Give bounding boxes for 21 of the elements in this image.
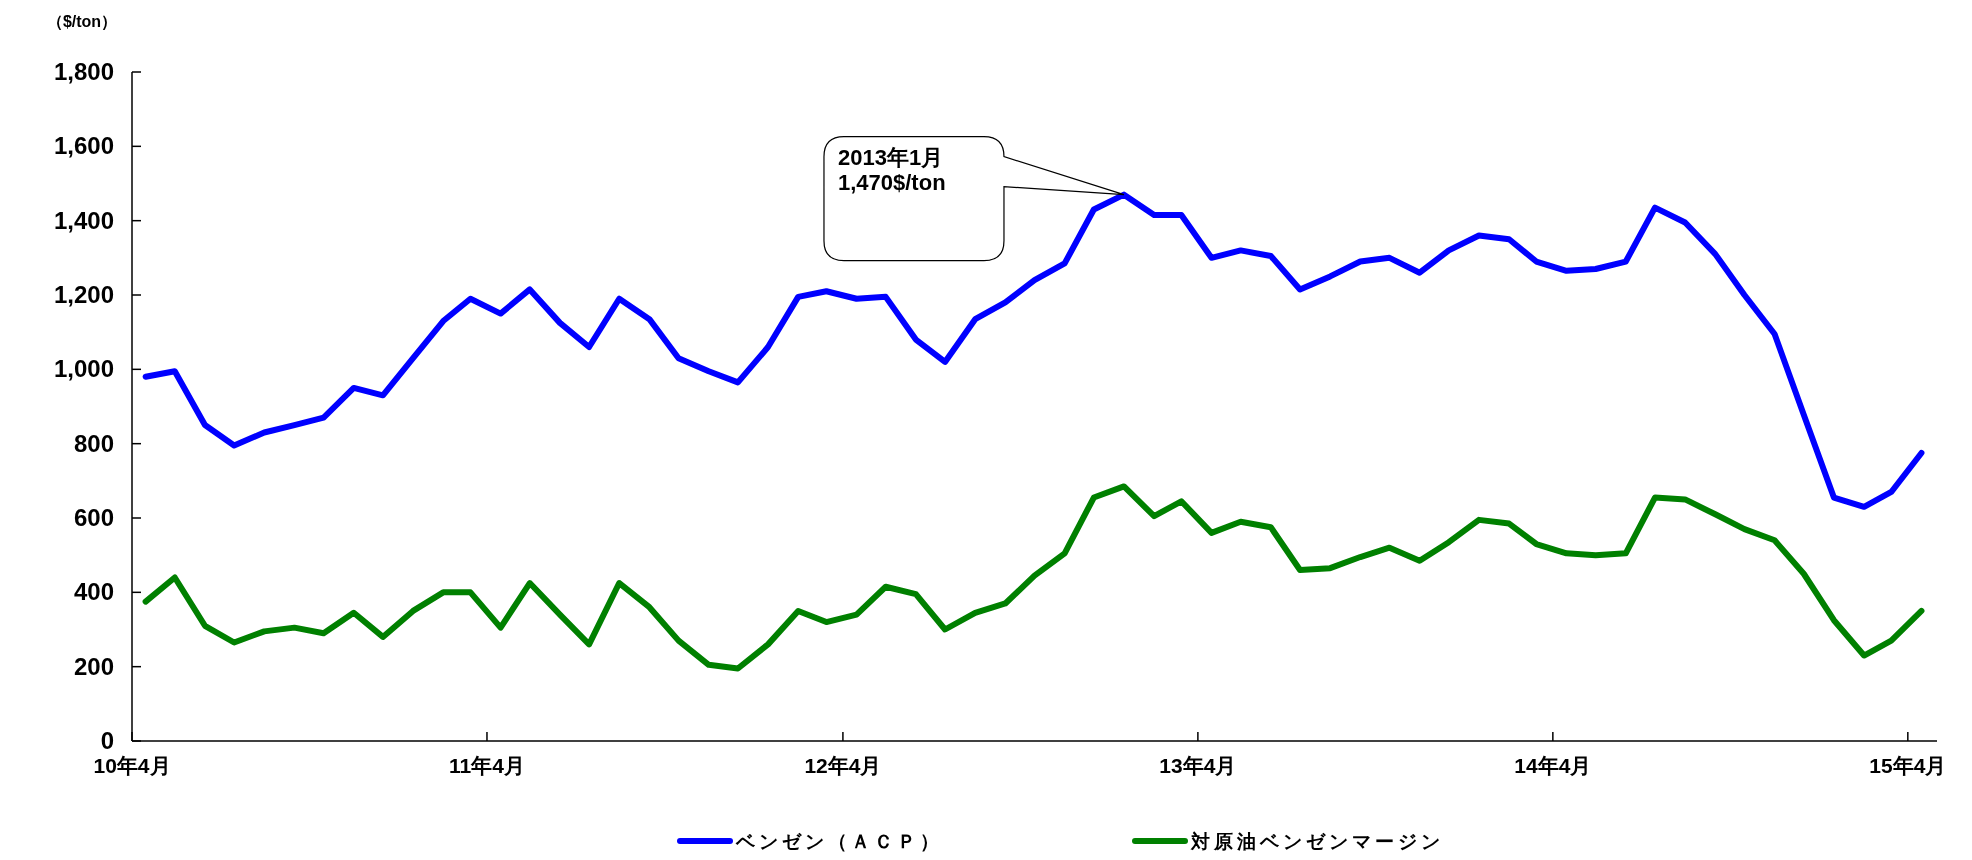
- x-tick-label: 13年4月: [1159, 754, 1237, 777]
- y-tick-label: 600: [73, 504, 114, 531]
- y-tick-label: 200: [73, 652, 114, 680]
- y-tick-label: 800: [73, 429, 114, 457]
- x-tick-label: 10年4月: [93, 754, 171, 777]
- y-tick-label: 1,600: [53, 132, 114, 160]
- y-tick-label: 1,800: [53, 58, 114, 85]
- x-tick-label: 15年4月: [1869, 754, 1947, 777]
- y-axis-title: （$/ton）: [46, 13, 118, 31]
- y-tick-label: 400: [73, 578, 114, 606]
- legend-label: 対原油ベンゼンマージン: [1190, 831, 1444, 852]
- y-tick-label: 1,000: [53, 355, 114, 383]
- annotation: 2013年1月 1,470$/ton: [837, 144, 946, 195]
- x-tick-label: 11年4月: [449, 754, 525, 777]
- y-tick-label: 1,200: [53, 281, 114, 308]
- x-tick-label: 14年4月: [1514, 754, 1592, 777]
- x-tick-label: 12年4月: [804, 754, 882, 777]
- picture-callout: 2013年1月 1,470$/ton: [823, 136, 1125, 262]
- y-tick-label: 1,400: [53, 206, 114, 234]
- legend-label: ベンゼン（ＡＣＰ）: [735, 831, 943, 852]
- y-tick-label: 0: [100, 727, 114, 754]
